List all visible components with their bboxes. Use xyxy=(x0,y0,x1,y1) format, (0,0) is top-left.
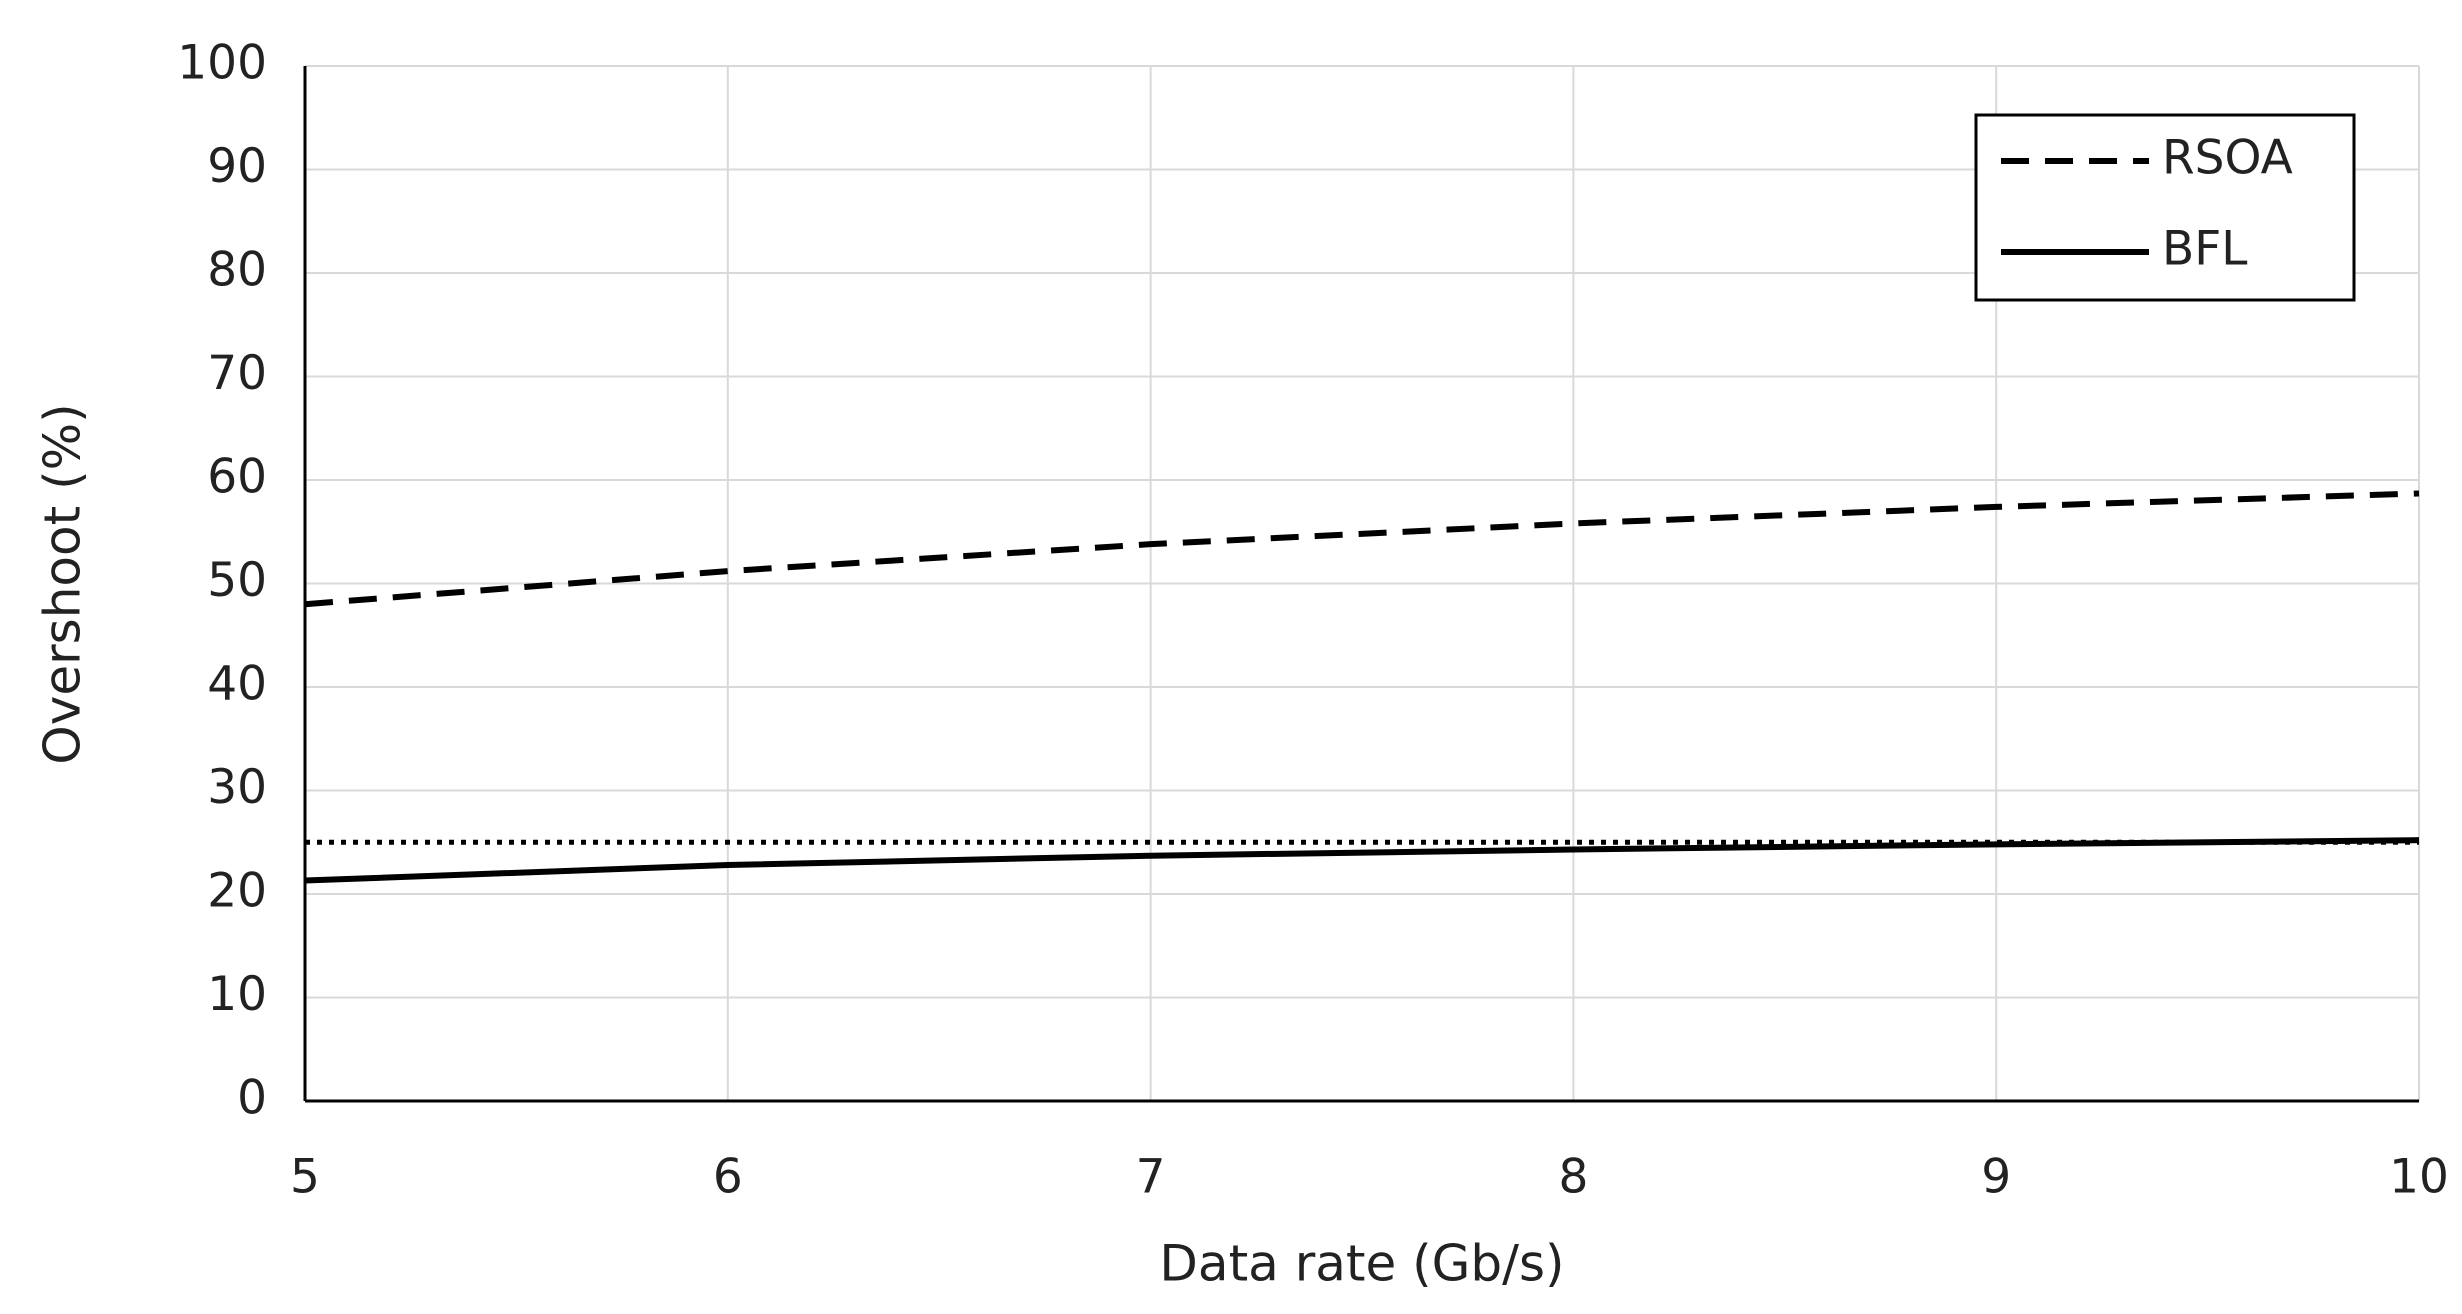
legend-label: BFL xyxy=(2162,222,2247,277)
x-tick-label: 10 xyxy=(2389,1150,2449,1205)
y-axis-title: Overshoot (%) xyxy=(34,403,92,764)
x-tick-label: 9 xyxy=(1981,1150,2011,1205)
y-tick-label: 10 xyxy=(207,967,267,1022)
legend-label: RSOA xyxy=(2162,131,2293,186)
y-tick-label: 20 xyxy=(207,864,267,919)
y-tick-label: 80 xyxy=(207,243,267,298)
x-axis-title: Data rate (Gb/s) xyxy=(1159,1235,1564,1293)
legend-box xyxy=(1974,113,2356,302)
y-tick-label: 100 xyxy=(177,36,267,91)
data-line xyxy=(304,490,2420,608)
y-tick-label: 70 xyxy=(207,346,267,401)
x-tick-label: 6 xyxy=(713,1150,743,1205)
x-tick-label: 7 xyxy=(1136,1150,1166,1205)
data-line xyxy=(304,837,2420,884)
y-tick-label: 60 xyxy=(207,450,267,505)
y-tick-label: 90 xyxy=(207,139,267,194)
y-tick-label: 0 xyxy=(237,1071,267,1126)
x-tick-label: 5 xyxy=(290,1150,320,1205)
x-tick-label: 8 xyxy=(1558,1150,1588,1205)
y-tick-label: 50 xyxy=(207,553,267,608)
y-tick-label: 40 xyxy=(207,657,267,712)
y-tick-label: 30 xyxy=(207,760,267,815)
